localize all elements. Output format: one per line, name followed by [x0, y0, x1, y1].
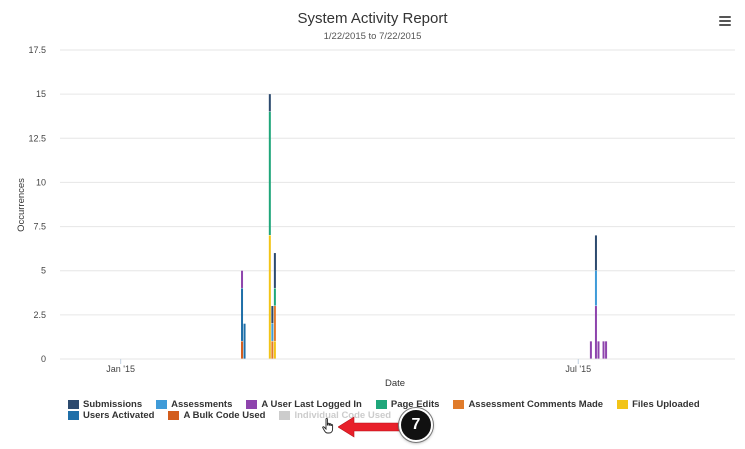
bar-segment[interactable]: [271, 341, 274, 359]
legend-swatch: [168, 411, 180, 420]
legend-swatch: [453, 400, 465, 409]
bar-segment[interactable]: [268, 235, 271, 359]
legend-item[interactable]: A Bulk Code Used: [168, 410, 265, 421]
legend-label: Page Edits: [390, 399, 440, 410]
y-axis-ticks: 0 2.5 5 7.5 10 12.5 15 17.5: [28, 45, 46, 364]
legend-item[interactable]: Files Uploaded: [617, 399, 700, 410]
y-axis-label: Occurrences: [16, 178, 27, 232]
bar-segment[interactable]: [273, 341, 276, 359]
legend-label: A User Last Logged In: [261, 399, 362, 410]
bar-segment[interactable]: [273, 288, 276, 306]
bar-segment[interactable]: [597, 341, 600, 359]
bar-segment[interactable]: [605, 341, 608, 359]
legend-item[interactable]: Users Activated: [68, 410, 154, 421]
y-tick-label: 0: [41, 354, 46, 364]
legend-item[interactable]: A User Last Logged In: [246, 399, 362, 410]
step-number-badge: 7: [399, 408, 433, 442]
legend-item[interactable]: Page Edits: [375, 399, 440, 410]
y-tick-label: 10: [36, 177, 46, 187]
bar-segment[interactable]: [241, 288, 244, 341]
bar-segment[interactable]: [268, 94, 271, 112]
legend-row: Submissions Assessments A User Last Logged…: [68, 399, 718, 410]
legend-swatch: [617, 400, 629, 409]
chart-subtitle: 1/22/2015 to 7/22/2015: [323, 31, 422, 42]
bar-segment[interactable]: [602, 341, 605, 359]
legend-swatch: [156, 400, 168, 409]
y-tick-label: 5: [41, 266, 46, 276]
bar-segment[interactable]: [271, 306, 274, 324]
legend-label: Submissions: [83, 399, 143, 410]
bar-segment[interactable]: [273, 306, 276, 341]
y-tick-label: 15: [36, 89, 46, 99]
legend-label: Assessment Comments Made: [468, 399, 604, 410]
legend-label: Assessments: [171, 399, 233, 410]
y-tick-label: 17.5: [28, 45, 46, 55]
bar-segment[interactable]: [268, 111, 271, 235]
bar-segment[interactable]: [594, 235, 597, 271]
x-tick-label: Jul '15: [565, 364, 591, 374]
legend-row: Users Activated A Bulk Code Used Individua…: [68, 410, 718, 421]
x-tick-label: Jan '15: [106, 364, 135, 374]
hamburger-menu-icon[interactable]: [719, 16, 731, 26]
x-axis-ticks: Jan '15 Jul '15: [106, 359, 591, 374]
bar-segment[interactable]: [241, 341, 244, 359]
legend-swatch: [279, 411, 291, 420]
legend-label: Files Uploaded: [632, 399, 700, 410]
callout-arrow-icon: [338, 416, 400, 438]
y-tick-label: 12.5: [28, 133, 46, 143]
bar-segment[interactable]: [273, 253, 276, 288]
legend-item[interactable]: Assessments: [156, 399, 232, 410]
bar-segment[interactable]: [594, 270, 597, 306]
legend-label: Users Activated: [83, 410, 155, 421]
bar-segment[interactable]: [589, 341, 592, 359]
legend-item[interactable]: Submissions: [68, 399, 142, 410]
legend-label: A Bulk Code Used: [183, 410, 266, 421]
bar-segment[interactable]: [271, 323, 274, 341]
legend-swatch: [246, 400, 258, 409]
legend-swatch: [375, 400, 387, 409]
grid-lines: [60, 49, 735, 360]
bar-series: [241, 94, 608, 359]
hand-pointer-icon: [322, 418, 334, 434]
y-tick-label: 2.5: [33, 310, 46, 320]
bar-segment[interactable]: [594, 306, 597, 359]
chart-title: System Activity Report: [297, 10, 448, 27]
chart-legend: Submissions Assessments A User Last Logged…: [68, 399, 718, 421]
y-tick-label: 7.5: [33, 222, 46, 232]
legend-swatch: [68, 411, 79, 420]
legend-item[interactable]: Individual Code Used: [279, 410, 391, 421]
legend-label: Individual Code Used: [294, 410, 392, 421]
legend-swatch: [68, 400, 79, 409]
x-axis-label: Date: [385, 378, 405, 389]
bar-segment[interactable]: [241, 270, 244, 288]
bar-segment[interactable]: [243, 323, 246, 359]
legend-item[interactable]: Assessment Comments Made: [453, 399, 603, 410]
